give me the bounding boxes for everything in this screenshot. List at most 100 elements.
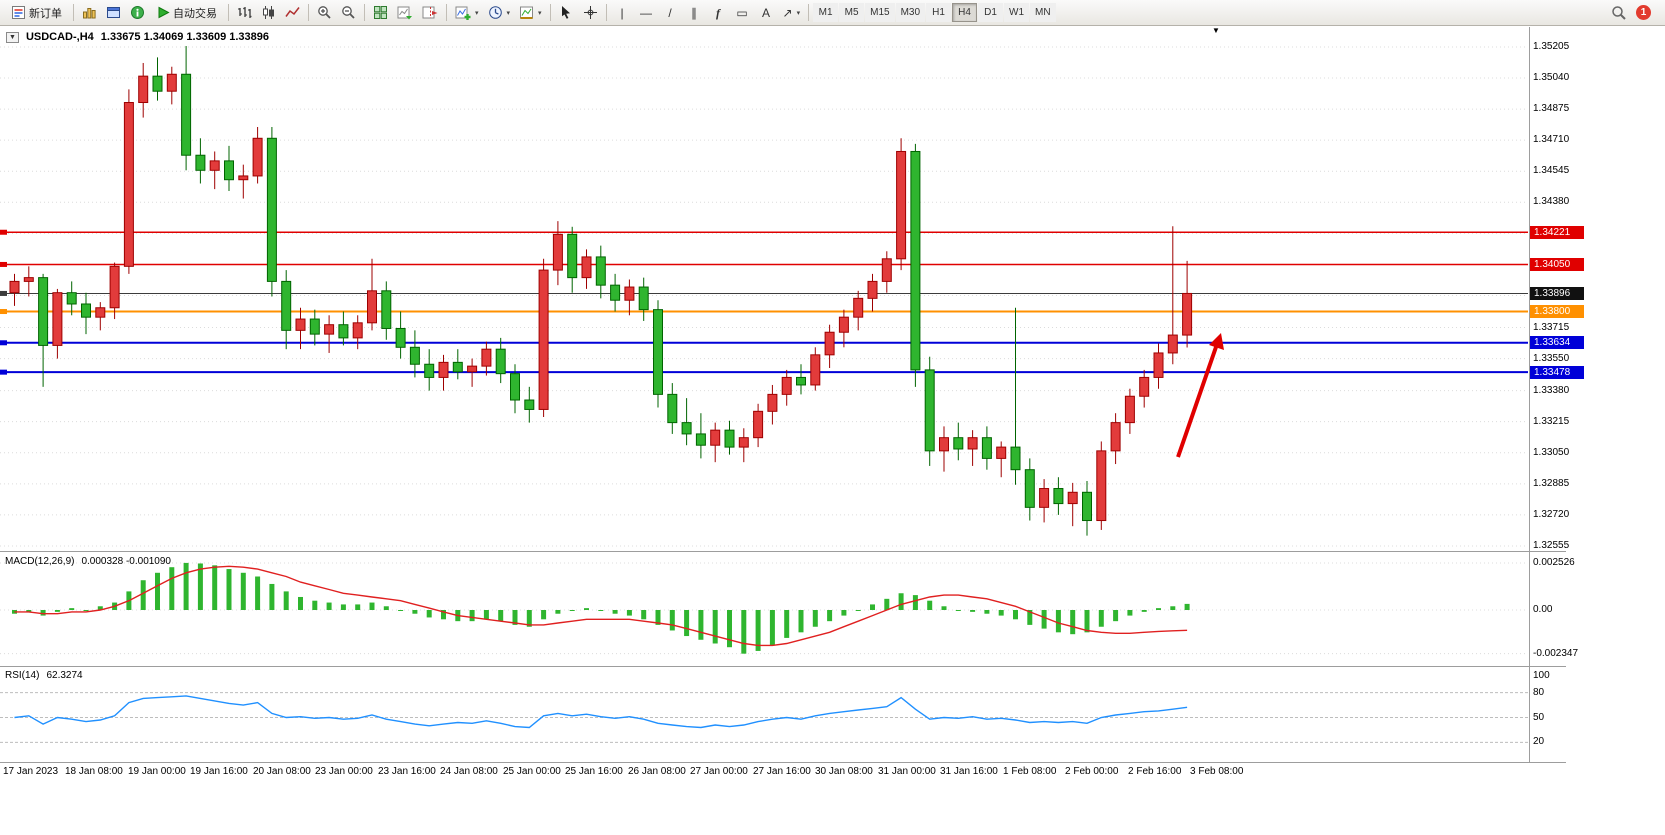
price-grid-label: 1.33550 — [1533, 352, 1570, 364]
templates-button[interactable]: ▾ — [515, 2, 546, 23]
price-chart-canvas[interactable] — [0, 27, 1529, 551]
time-axis-label: 27 Jan 00:00 — [690, 766, 748, 777]
macd-histogram-bar — [1084, 610, 1090, 633]
time-axis-label: 27 Jan 16:00 — [753, 766, 811, 777]
macd-histogram-bar — [1098, 610, 1104, 627]
horizontal-line-icon: — — [640, 5, 653, 20]
search-button[interactable] — [1607, 2, 1631, 23]
vertical-line-tool-button[interactable]: | — [611, 2, 634, 23]
zoom-in-icon — [318, 6, 331, 19]
macd-histogram-bar — [626, 610, 632, 616]
macd-histogram-bar — [884, 598, 890, 610]
line-edge-marker — [0, 309, 7, 315]
rsi-canvas[interactable] — [0, 668, 1529, 761]
time-axis-label: 26 Jan 08:00 — [628, 766, 686, 777]
charts-toolbar-button[interactable] — [78, 2, 101, 23]
candle-body — [367, 290, 377, 324]
macd-histogram-bar — [269, 583, 275, 610]
autotrading-button[interactable]: 自动交易 — [150, 2, 224, 23]
macd-canvas[interactable] — [0, 553, 1529, 665]
macd-histogram-bar — [1156, 608, 1161, 610]
timeframe-mn-button[interactable]: MN — [1030, 3, 1056, 22]
macd-histogram-bar — [1141, 610, 1147, 612]
scroll-position-marker-icon[interactable]: ▼ — [1212, 26, 1220, 35]
zoom-in-button[interactable] — [313, 2, 336, 23]
shapes-tool-button[interactable]: ▭ — [731, 2, 754, 23]
candle-body — [81, 303, 91, 318]
candle-body — [467, 365, 478, 373]
candle-body — [38, 277, 49, 346]
time-axis-label: 2 Feb 00:00 — [1065, 766, 1119, 777]
line-chart-type-button[interactable] — [281, 2, 304, 23]
price-grid-label: 1.34875 — [1533, 103, 1570, 115]
macd-histogram-bar — [855, 610, 861, 611]
chart-dropdown-icon[interactable]: ▼ — [6, 31, 19, 43]
timeframe-m15-button[interactable]: M15 — [865, 3, 895, 22]
timeframe-m30-button[interactable]: M30 — [895, 3, 926, 22]
toolbar-separator — [364, 4, 365, 21]
timeframe-h4-button[interactable]: H4 — [952, 3, 978, 22]
timeframe-m1-button[interactable]: M1 — [813, 3, 839, 22]
arrows-caret-icon: ▾ — [796, 9, 801, 17]
horizontal-line-tool-button[interactable]: — — [635, 2, 658, 23]
timeframe-d1-button[interactable]: D1 — [978, 3, 1004, 22]
indicators-button[interactable]: ▾ — [451, 2, 483, 23]
crosshair-tool-button[interactable] — [579, 2, 602, 23]
zoom-out-button[interactable] — [337, 2, 360, 23]
macd-histogram-bar — [355, 604, 361, 610]
macd-histogram-bar — [584, 608, 589, 610]
macd-histogram-bar — [255, 576, 261, 610]
macd-histogram-bar — [526, 610, 532, 627]
macd-histogram-bar — [240, 572, 246, 610]
tile-windows-button[interactable] — [369, 2, 392, 23]
candle-body — [838, 316, 849, 333]
profiles-toolbar-button[interactable] — [102, 2, 125, 23]
timeframe-m5-button[interactable]: M5 — [839, 3, 865, 22]
time-axis-label: 31 Jan 16:00 — [940, 766, 998, 777]
crosshair-icon — [583, 6, 597, 19]
fibonacci-tool-button[interactable]: f — [707, 2, 730, 23]
timeframe-w1-button[interactable]: W1 — [1004, 3, 1030, 22]
auto-scroll-button[interactable] — [393, 2, 417, 23]
toolbar-separator — [446, 4, 447, 21]
candle-body — [1110, 422, 1121, 452]
candle-body — [238, 175, 249, 181]
macd-histogram-bar — [612, 610, 618, 614]
autotrading-play-icon — [158, 6, 170, 19]
toolbar-separator — [549, 4, 551, 21]
toolbar-separator — [73, 4, 74, 21]
new-order-label: 新订单 — [29, 7, 62, 20]
price-axis-border — [1529, 27, 1530, 762]
macd-histogram-bar — [941, 606, 947, 610]
macd-histogram-bar — [641, 610, 647, 620]
candle-body — [1167, 334, 1178, 354]
candle-body — [581, 256, 592, 279]
candle-body — [195, 154, 206, 171]
candle-body — [395, 327, 406, 348]
macd-histogram-bar — [469, 610, 475, 622]
trendline-tool-button[interactable]: / — [659, 2, 682, 23]
candle-body — [610, 284, 621, 301]
timeframe-h1-button[interactable]: H1 — [926, 3, 952, 22]
autotrading-label: 自动交易 — [173, 7, 217, 20]
bar-chart-type-button[interactable] — [233, 2, 256, 23]
channel-tool-button[interactable]: ∥ — [683, 2, 706, 23]
panel-divider[interactable] — [0, 666, 1566, 667]
text-tool-button[interactable]: A — [755, 2, 778, 23]
cursor-tool-button[interactable] — [555, 2, 578, 23]
chart-shift-button[interactable] — [418, 2, 442, 23]
periods-button[interactable]: ▾ — [484, 2, 515, 23]
arrows-tool-button[interactable]: ↗ ▾ — [779, 2, 805, 23]
candlestick-chart-type-button[interactable] — [257, 2, 280, 23]
macd-histogram-bar — [541, 610, 547, 620]
toolbar-separator — [808, 4, 810, 21]
candle-body — [1010, 446, 1021, 471]
notification-badge[interactable]: 1 — [1636, 5, 1651, 20]
navigator-toolbar-button[interactable] — [126, 2, 149, 23]
candle-body — [9, 280, 20, 294]
rsi-axis-label: 20 — [1533, 736, 1545, 748]
panel-divider[interactable] — [0, 551, 1566, 552]
candle-body — [52, 292, 63, 346]
new-order-button[interactable]: 新订单 — [4, 2, 69, 23]
channel-icon: ∥ — [691, 5, 698, 20]
